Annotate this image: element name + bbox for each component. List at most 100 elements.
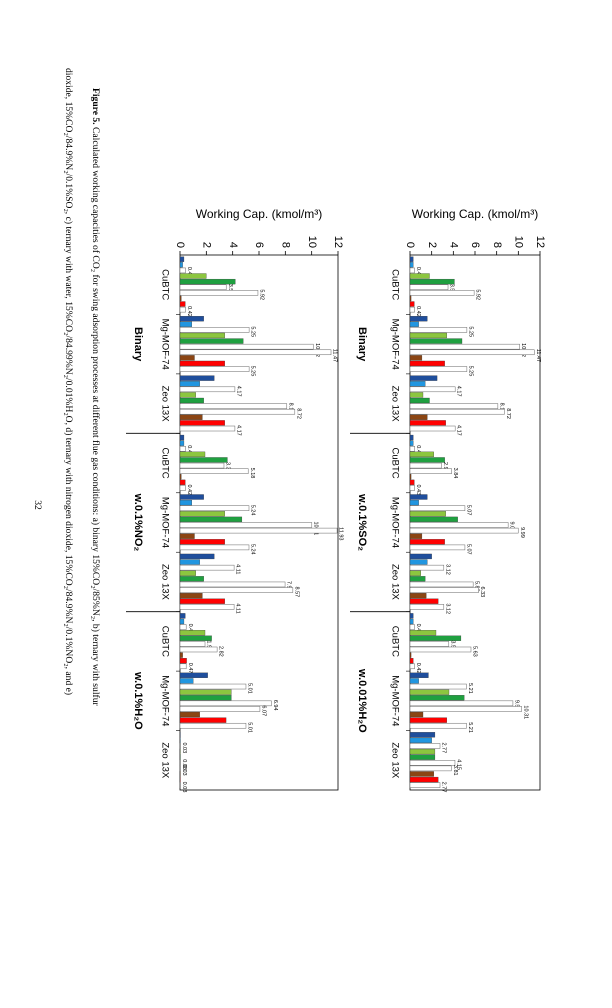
bar [179, 516, 243, 523]
bar [409, 570, 421, 576]
outline-bar [179, 366, 250, 372]
outline-bar [409, 505, 466, 511]
value-label: 5.18 [249, 468, 255, 479]
category-label: CuBTC [389, 447, 400, 478]
outline-bar [409, 663, 415, 670]
bar [179, 451, 206, 458]
value-label: 11.47 [535, 349, 541, 362]
outline-bar [179, 505, 250, 511]
outline-bar [179, 349, 332, 356]
value-label: 0.03 [181, 782, 187, 793]
category-label: Mg-MOF-74 [389, 319, 400, 370]
outline-bar [409, 581, 474, 588]
value-label: 5.01 [247, 722, 253, 733]
y-tick-label: 0 [404, 242, 416, 248]
value-label: 4.17 [456, 386, 462, 397]
value-label: 0.42 [415, 624, 421, 635]
value-label: 5.01 [247, 683, 253, 694]
value-label: 3.12 [444, 603, 450, 614]
outline-bar [409, 641, 450, 647]
bar [409, 256, 414, 262]
bar [179, 301, 186, 307]
value-label: 5.63 [472, 646, 478, 657]
bar [179, 689, 232, 695]
value-label: 0.42 [186, 306, 192, 317]
value-label: 8.11 [498, 403, 504, 413]
outline-bar [179, 290, 259, 296]
page-number: 32 [32, 500, 43, 510]
bar [409, 440, 414, 446]
group-label: Binary [356, 327, 368, 362]
bar [409, 414, 428, 420]
bar [179, 678, 194, 684]
bar [409, 332, 447, 339]
value-label: 9.50 [513, 700, 519, 711]
value-label: 2.77 [441, 742, 447, 753]
y-tick-label: 2 [200, 242, 212, 248]
bar [409, 732, 436, 738]
outline-bar [179, 485, 186, 491]
bar [179, 592, 203, 599]
value-label: 11.47 [332, 349, 338, 362]
category-label: Zeo 13X [159, 564, 170, 601]
bar [409, 630, 437, 636]
group-label: Binary [132, 327, 144, 362]
bar [179, 630, 206, 636]
bar [179, 375, 215, 381]
outline-bar [179, 700, 272, 707]
value-label: 5.24 [250, 505, 256, 516]
outline-bar [409, 446, 415, 452]
caption-line: dioxide, 15%CO₂/84.9%N₂/0.1%SO₂, c) tern… [63, 68, 74, 695]
bar [179, 332, 225, 339]
outline-bar [409, 343, 520, 350]
outline-bar [409, 782, 441, 788]
value-label: 0.03 [181, 742, 187, 753]
bar [179, 717, 227, 723]
bar [409, 776, 439, 783]
outline-bar [409, 760, 456, 766]
outline-bar [179, 408, 296, 415]
value-label: 8.57 [293, 587, 299, 598]
outline-bar [409, 700, 514, 707]
y-tick-label: 8 [491, 242, 503, 248]
value-label: 3.84 [452, 468, 458, 479]
outline-bar [409, 646, 472, 653]
bar [409, 420, 446, 426]
value-label: 6.94 [272, 700, 278, 711]
bar [179, 420, 225, 426]
group-label: w.0.1%SO₂ [356, 493, 368, 551]
outline-bar [179, 386, 236, 393]
outline-bar [179, 706, 261, 712]
caption-line: Figure 5. Calculated working capacities … [90, 88, 101, 706]
category-label: CuBTC [159, 269, 170, 300]
bar [409, 678, 419, 684]
bar [409, 613, 414, 619]
value-label: 0.43 [415, 484, 421, 495]
bar [179, 414, 203, 420]
bar [179, 360, 225, 367]
bar [179, 499, 193, 506]
category-label: CuBTC [389, 626, 400, 657]
category-label: Zeo 13X [389, 564, 400, 601]
bar [409, 262, 414, 268]
bar [409, 355, 423, 361]
bar [409, 301, 415, 307]
outline-bar [179, 306, 186, 313]
outline-bar [409, 349, 535, 356]
outline-bar [179, 564, 235, 571]
value-label: 1.90 [206, 640, 212, 651]
y-tick-label: 2 [426, 242, 438, 248]
y-axis-title: Working Cap. (kmol/m³) [412, 207, 538, 221]
value-label: 0.43 [415, 445, 421, 456]
y-tick-label: 12 [534, 236, 546, 248]
bar [409, 652, 412, 658]
bar [179, 553, 215, 560]
outline-bar [409, 485, 415, 491]
outline-bar [179, 641, 206, 647]
value-label: 2.77 [441, 782, 447, 793]
y-tick-label: 4 [227, 242, 239, 248]
value-label: 8.11 [287, 403, 293, 413]
value-label: 9.06 [509, 522, 515, 533]
category-label: Mg-MOF-74 [159, 675, 170, 726]
outline-bar [409, 403, 499, 409]
